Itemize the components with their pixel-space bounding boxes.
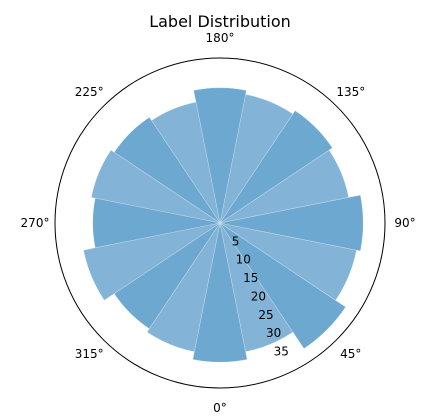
- radial-tick-label: 15: [243, 271, 258, 285]
- angle-labels: 0° 45° 90° 135° 180° 225° 270° 315°: [21, 31, 416, 415]
- polar-bar: [219, 110, 333, 224]
- radial-tick-label: 10: [236, 253, 251, 267]
- angle-tick-label: 225°: [75, 85, 104, 99]
- angle-tick-label: 0°: [213, 401, 227, 415]
- polar-bar: [219, 149, 350, 224]
- polar-bar: [192, 222, 248, 363]
- polar-bar: [113, 222, 221, 330]
- radial-tick-label: 5: [232, 234, 240, 248]
- polar-bar: [219, 93, 294, 224]
- bars-layer: [83, 87, 364, 363]
- radial-tick-label: 20: [251, 289, 266, 303]
- polar-bar: [219, 194, 364, 252]
- angle-tick-label: 135°: [336, 85, 365, 99]
- chart-title: Label Distribution: [149, 12, 291, 31]
- polar-bar: [83, 222, 221, 301]
- polar-bar: [113, 116, 221, 224]
- angle-tick-label: 90°: [394, 216, 415, 230]
- radial-tick-label: 35: [274, 345, 289, 359]
- polar-bar: [219, 222, 357, 301]
- polar-bar: [219, 222, 294, 353]
- angle-tick-label: 180°: [206, 31, 235, 45]
- angle-tick-label: 45°: [340, 347, 361, 361]
- polar-bar: [92, 197, 221, 249]
- angle-tick-label: 270°: [21, 216, 50, 230]
- polar-bar: [151, 101, 221, 224]
- polar-bar: [193, 87, 247, 224]
- polar-bar: [90, 149, 221, 224]
- radial-tick-label: 25: [258, 308, 273, 322]
- radial-tick-label: 30: [266, 326, 281, 340]
- angle-tick-label: 315°: [75, 347, 104, 361]
- polar-bar: [146, 222, 221, 353]
- radial-labels: 5 10 15 20 25 30 35: [232, 234, 289, 358]
- polar-bar: [219, 222, 347, 350]
- polar-frame: [54, 57, 386, 389]
